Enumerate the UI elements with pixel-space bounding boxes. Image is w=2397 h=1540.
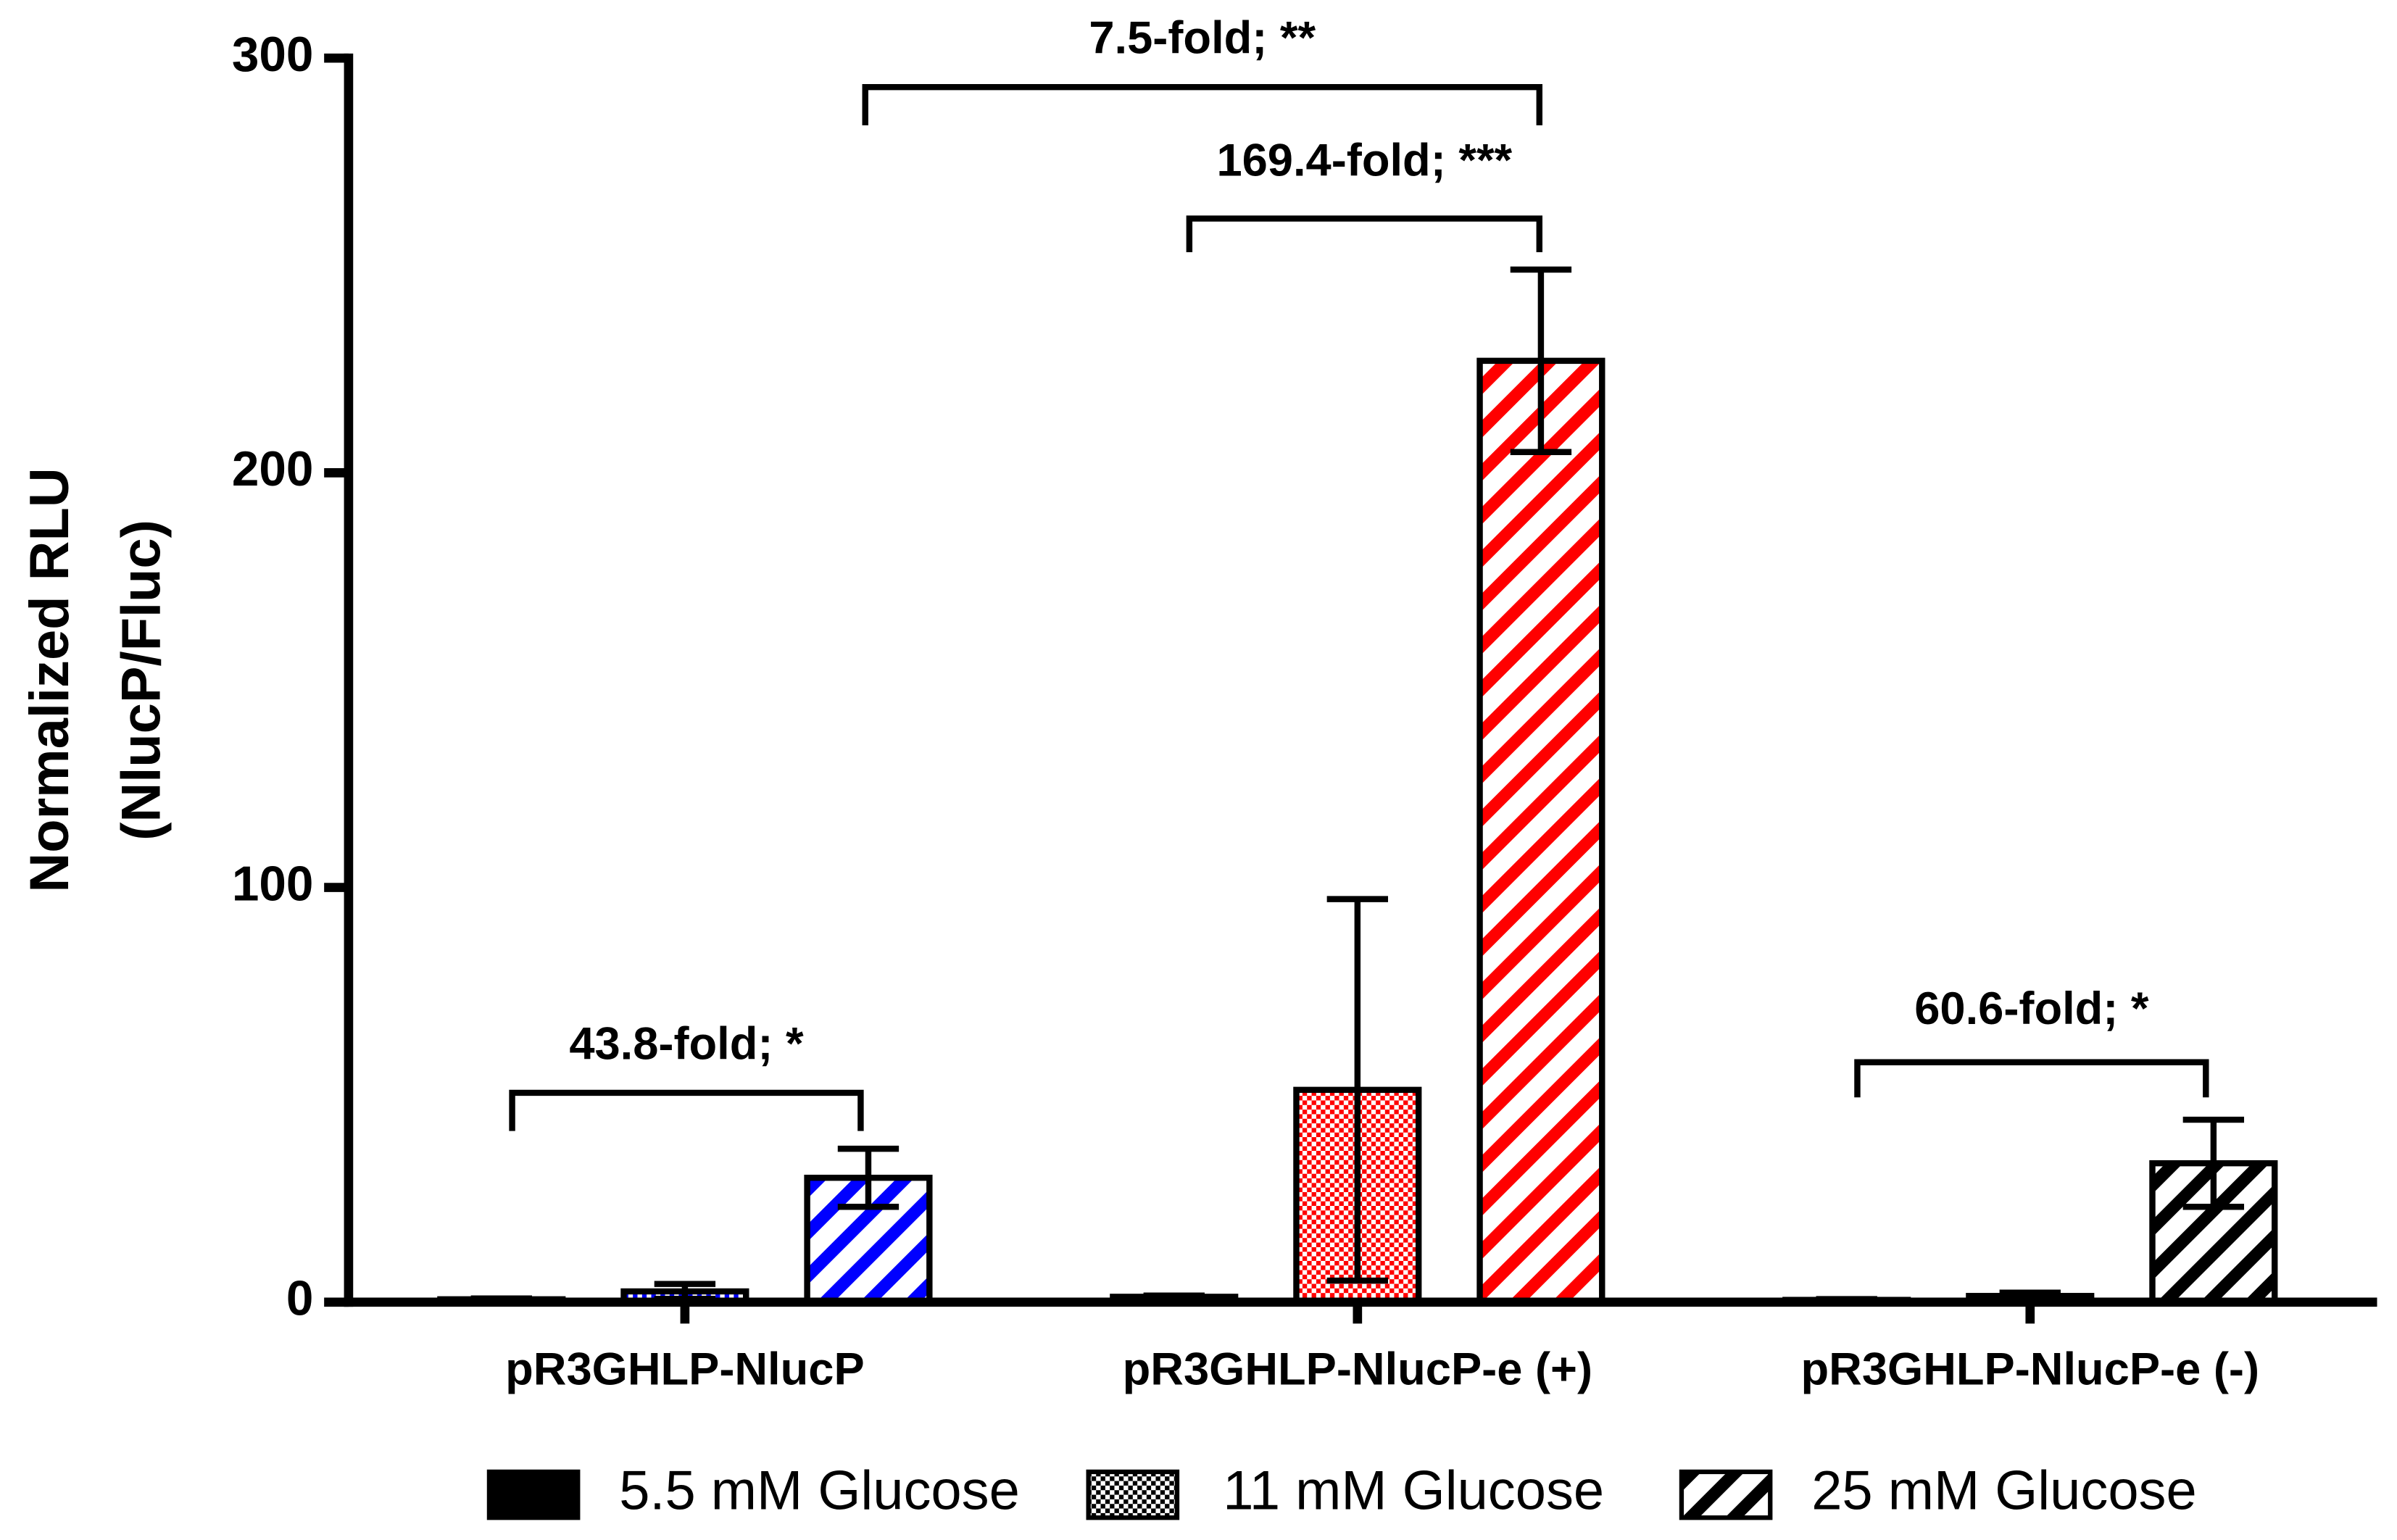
bracket [1186, 215, 1543, 252]
y-axis-title: Normalized RLU [19, 467, 80, 892]
bracket [509, 1089, 864, 1131]
error-bar [1510, 266, 1572, 455]
bracket [862, 83, 1543, 125]
x-tick-label: pR3GHLP-NlucP-e (+) [1123, 1344, 1592, 1395]
y-tick-label: 100 [232, 857, 314, 911]
annotation: 169.4-fold; *** [1216, 135, 1512, 186]
legend-swatch [1086, 1469, 1180, 1520]
annotation: 60.6-fold; * [1914, 983, 2149, 1034]
legend-label: 25 mM Glucose [1811, 1460, 2197, 1522]
legend-label: 11 mM Glucose [1223, 1460, 1604, 1522]
bar [1476, 357, 1605, 1306]
annotation: 7.5-fold; ** [1089, 13, 1316, 64]
y-tick-label: 0 [286, 1272, 314, 1326]
x-tick-label: pR3GHLP-NlucP [505, 1344, 865, 1395]
error-bar [1326, 896, 1389, 1284]
y-tick-label: 300 [232, 28, 314, 82]
bracket [1854, 1059, 2209, 1098]
error-bar [837, 1145, 900, 1210]
x-tick-label: pR3GHLP-NlucP-e (-) [1801, 1344, 2260, 1395]
annotation: 43.8-fold; * [569, 1018, 804, 1069]
y-tick-label: 200 [232, 442, 314, 496]
legend-swatch [1679, 1469, 1773, 1520]
error-bar [2182, 1116, 2245, 1210]
legend-label: 5.5 mM Glucose [619, 1460, 1020, 1522]
y-axis-title: (NlucP/Fluc) [110, 520, 172, 841]
legend-swatch [486, 1469, 581, 1520]
